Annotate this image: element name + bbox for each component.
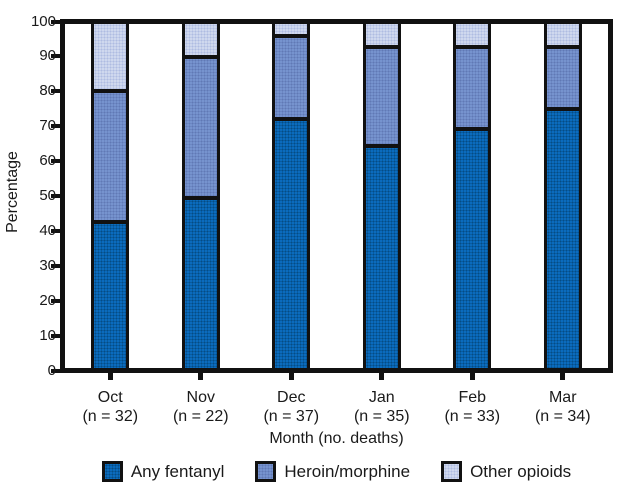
bar-segment-heroin-morphine xyxy=(362,44,401,145)
bar-segment-other-opioids xyxy=(272,24,311,35)
x-tick-label-dec: Dec (n = 37) xyxy=(241,388,341,426)
month-label: Nov xyxy=(186,389,215,406)
y-tick-label: 80 xyxy=(39,82,56,100)
bar-jan xyxy=(362,24,401,368)
month-label: Mar xyxy=(548,389,577,406)
y-tick xyxy=(51,368,60,373)
n-deaths-label: (n = 33) xyxy=(444,408,501,425)
bar-segment-heroin-morphine xyxy=(453,44,492,128)
x-tick xyxy=(288,372,294,380)
month-label: Dec xyxy=(277,389,306,406)
y-tick-label: 10 xyxy=(39,326,56,344)
bar-segment-heroin-morphine xyxy=(91,89,130,221)
y-tick-label: 40 xyxy=(39,221,56,239)
bar-nov xyxy=(181,24,220,368)
bar-segment-heroin-morphine xyxy=(272,34,311,117)
x-tick xyxy=(560,372,566,380)
bar-dec xyxy=(272,24,311,368)
y-tick xyxy=(51,194,60,198)
n-deaths-label: (n = 37) xyxy=(263,408,320,425)
x-axis-title: Month (no. deaths) xyxy=(269,430,404,447)
x-tick xyxy=(107,372,113,380)
bar-segment-any-fentanyl xyxy=(362,144,401,368)
x-tick xyxy=(198,372,204,380)
y-tick xyxy=(51,19,60,24)
y-tick-label: 60 xyxy=(39,152,56,170)
bar-segment-any-fentanyl xyxy=(543,106,582,368)
bar-segment-other-opioids xyxy=(362,24,401,45)
y-tick xyxy=(51,263,60,268)
y-tick-label: 50 xyxy=(39,187,56,204)
bar-segment-other-opioids xyxy=(91,24,130,90)
legend-item-other-opioids: Other opioids xyxy=(441,461,571,482)
legend-swatch-other-opioids xyxy=(441,461,463,482)
n-deaths-label: (n = 34) xyxy=(534,408,591,425)
bar-segment-any-fentanyl xyxy=(272,116,311,368)
bar-feb xyxy=(453,24,492,368)
x-tick-label-nov: Nov (n = 22) xyxy=(151,388,251,426)
legend-label: Any fentanyl xyxy=(130,461,225,481)
n-deaths-label: (n = 22) xyxy=(172,408,229,425)
bar-segment-other-opioids xyxy=(543,24,582,45)
x-tick xyxy=(379,372,385,380)
legend-label: Other opioids xyxy=(470,461,572,481)
bar-segment-any-fentanyl xyxy=(91,220,130,368)
bar-segment-any-fentanyl xyxy=(181,196,220,368)
y-tick xyxy=(51,124,60,129)
legend-item-heroin-morphine: Heroin/morphine xyxy=(255,461,410,482)
bar-mar xyxy=(543,24,582,368)
y-tick xyxy=(51,228,60,233)
x-tick-label-feb: Feb (n = 33) xyxy=(422,388,522,426)
y-tick-label: 100 xyxy=(30,12,56,30)
bar-segment-heroin-morphine xyxy=(181,54,220,196)
y-tick-label: 70 xyxy=(39,117,56,135)
month-label: Jan xyxy=(368,389,395,406)
month-label: Oct xyxy=(97,389,123,406)
n-deaths-label: (n = 32) xyxy=(82,408,139,425)
bar-oct xyxy=(91,24,130,368)
plot-area xyxy=(60,19,613,373)
y-tick xyxy=(51,298,60,303)
bar-segment-other-opioids xyxy=(453,24,492,45)
bar-segment-any-fentanyl xyxy=(453,127,492,368)
y-tick xyxy=(51,89,60,94)
y-tick xyxy=(51,159,60,164)
legend-swatch-any-fentanyl xyxy=(101,461,123,482)
month-label: Feb xyxy=(458,389,487,406)
y-tick-label: 90 xyxy=(39,47,56,65)
legend-label: Heroin/morphine xyxy=(284,461,411,481)
x-tick-label-jan: Jan (n = 35) xyxy=(332,388,432,426)
y-tick-label: 0 xyxy=(47,361,56,379)
bar-segment-heroin-morphine xyxy=(543,44,582,107)
n-deaths-label: (n = 35) xyxy=(353,408,410,425)
y-tick-label: 30 xyxy=(39,256,56,274)
legend: Any fentanyl Heroin/morphine Other opioi… xyxy=(65,461,608,482)
legend-swatch-heroin-morphine xyxy=(255,461,277,482)
legend-item-any-fentanyl: Any fentanyl xyxy=(101,461,225,482)
x-tick-label-oct: Oct (n = 32) xyxy=(60,388,160,426)
y-tick-label: 20 xyxy=(39,291,56,309)
bar-segment-other-opioids xyxy=(181,24,220,55)
y-tick xyxy=(51,54,60,59)
x-tick-label-mar: Mar (n = 34) xyxy=(513,388,613,426)
x-tick xyxy=(469,372,475,380)
y-tick xyxy=(51,333,60,338)
